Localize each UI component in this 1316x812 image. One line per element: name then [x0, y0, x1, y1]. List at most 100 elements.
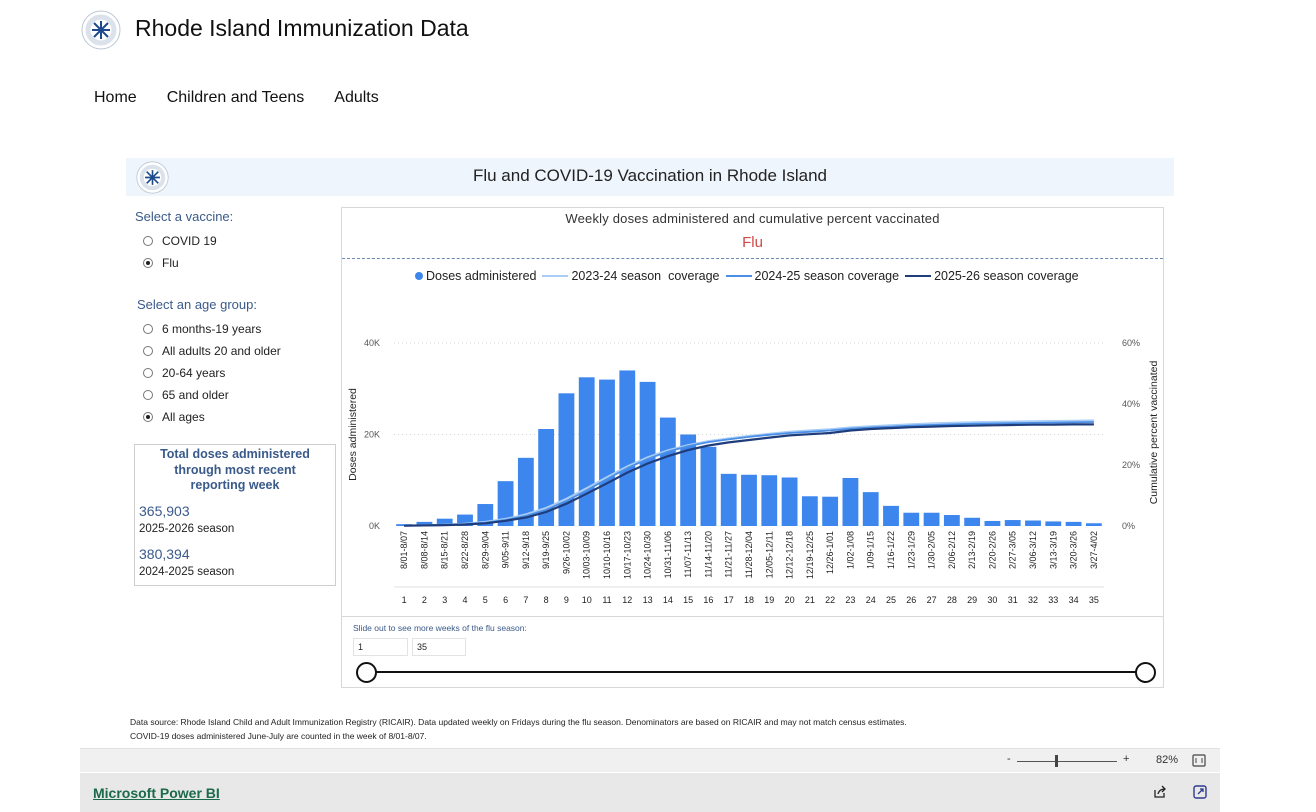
y-axis-title: Doses administered — [347, 388, 359, 481]
week-number-label: 8 — [544, 595, 549, 605]
vaccine-slicer-label: Select a vaccine: — [135, 209, 234, 224]
range-slider-track[interactable] — [366, 671, 1146, 673]
week-number-label: 18 — [744, 595, 754, 605]
nav-children-and-teens[interactable]: Children and Teens — [166, 89, 305, 106]
radio-label: All adults 20 and older — [162, 344, 281, 358]
series-line — [404, 423, 1094, 527]
ri-health-logo — [81, 10, 121, 50]
fit-to-page-icon[interactable] — [1192, 754, 1206, 767]
bar — [659, 417, 676, 526]
week-number-label: 29 — [967, 595, 977, 605]
radio-label: COVID 19 — [162, 234, 217, 248]
card-heading-line3: reporting week — [190, 478, 280, 492]
week-number-label: 7 — [523, 595, 528, 605]
radio-age-6mo-19y[interactable]: 6 months-19 years — [143, 322, 261, 336]
bar — [822, 496, 839, 526]
zoom-level: 82% — [1156, 754, 1179, 766]
range-end-input[interactable]: 35 — [412, 638, 466, 656]
week-number-label: 31 — [1008, 595, 1018, 605]
radio-dot-selected — [143, 412, 153, 422]
legend-item-2025-26[interactable]: 2025-26 season coverage — [905, 269, 1079, 283]
week-number-label: 21 — [805, 595, 815, 605]
bar — [761, 475, 778, 526]
x-tick-label: 8/01-8/07 — [399, 531, 409, 569]
range-start-input[interactable]: 1 — [353, 638, 408, 656]
series-line — [404, 421, 1094, 527]
data-source-footnote: Data source: Rhode Island Child and Adul… — [130, 717, 907, 727]
doses-chart-visual[interactable]: Weekly doses administered and cumulative… — [341, 207, 1164, 687]
x-tick-label: 12/26-1/01 — [825, 531, 835, 574]
nav-adults[interactable]: Adults — [334, 89, 379, 106]
radio-dot — [143, 368, 153, 378]
fullscreen-icon[interactable] — [1192, 784, 1208, 800]
x-tick-label: 11/21-11/27 — [724, 531, 734, 578]
x-tick-label: 9/12-9/18 — [521, 531, 531, 569]
bar — [497, 481, 514, 526]
week-number-label: 33 — [1048, 595, 1058, 605]
zoom-slider-track[interactable] — [1017, 761, 1117, 762]
x-tick-label: 10/31-11/06 — [663, 531, 673, 578]
x-tick-label: 2/27-3/05 — [1008, 531, 1018, 569]
legend-item-2023-24[interactable]: 2023-24 season coverage — [542, 269, 720, 283]
range-slider-start-handle[interactable] — [356, 662, 377, 683]
chart-title: Weekly doses administered and cumulative… — [565, 211, 940, 226]
range-slider-end-handle[interactable] — [1135, 662, 1156, 683]
zoom-in-button[interactable]: + — [1123, 753, 1130, 765]
week-number-label: 10 — [582, 595, 592, 605]
x-tick-label: 8/08-8/14 — [419, 531, 429, 569]
x-tick-label: 9/05-9/11 — [501, 531, 511, 568]
x-tick-label: 3/06-3/12 — [1028, 531, 1038, 569]
chart-plot: 0K 20K 40K 0% 20% 40% 60% Doses administered Cum… — [347, 338, 1160, 605]
bar — [538, 429, 555, 526]
bar — [558, 393, 575, 526]
site-title: Rhode Island Immunization Data — [135, 15, 469, 41]
x-tick-label: 12/12-12/18 — [785, 531, 795, 579]
legend-item-doses[interactable]: Doses administered — [415, 269, 536, 283]
radio-age-20-64[interactable]: 20-64 years — [143, 366, 225, 380]
zoom-slider-handle[interactable] — [1055, 755, 1058, 767]
x-tick-label: 11/07-11/13 — [683, 531, 693, 578]
zoom-out-button[interactable]: - — [1007, 753, 1011, 765]
radio-dot — [143, 236, 153, 246]
x-tick-label: 10/17-10/23 — [622, 531, 632, 579]
radio-vaccine-flu[interactable]: Flu — [143, 256, 179, 270]
x-tick-label: 9/26-10/02 — [561, 531, 571, 574]
chart-subtitle: Flu — [742, 234, 763, 251]
nav-home[interactable]: Home — [94, 89, 137, 106]
bar — [903, 512, 920, 526]
x-tick-label: 1/16-1/22 — [886, 531, 896, 569]
x-tick-label: 8/29-9/04 — [480, 531, 490, 569]
bar — [700, 446, 717, 526]
legend-marker — [725, 275, 752, 277]
week-number-label: 35 — [1089, 595, 1099, 605]
radio-vaccine-covid[interactable]: COVID 19 — [143, 234, 217, 248]
card-heading-line1: Total doses administered — [160, 447, 310, 461]
radio-label: All ages — [162, 410, 205, 424]
radio-label: 6 months-19 years — [162, 322, 262, 336]
x-tick-label: 8/15-8/21 — [440, 531, 450, 569]
x-tick-label: 1/02-1/08 — [845, 531, 855, 569]
x-tick-label: 3/13-3/19 — [1048, 531, 1058, 569]
radio-dot — [143, 324, 153, 334]
legend-item-2024-25[interactable]: 2024-25 season coverage — [725, 269, 899, 283]
week-number-label: 3 — [442, 595, 447, 605]
report-banner: Flu and COVID-19 Vaccination in Rhode Is… — [126, 158, 1174, 196]
bar — [599, 379, 615, 526]
y2-tick-label: 60% — [1122, 338, 1140, 348]
radio-age-65-plus[interactable]: 65 and older — [143, 388, 229, 402]
week-number-label: 1 — [402, 595, 407, 605]
week-number-label: 34 — [1069, 595, 1079, 605]
week-number-label: 25 — [886, 595, 896, 605]
week-number-label: 32 — [1028, 595, 1038, 605]
radio-age-all[interactable]: All ages — [143, 410, 205, 424]
x-tick-label: 1/30-2/05 — [927, 531, 937, 569]
x-tick-label: 10/03-10/09 — [582, 531, 592, 579]
share-icon[interactable] — [1152, 784, 1168, 800]
x-tick-label: 2/13-2/19 — [967, 531, 977, 569]
bar — [923, 512, 940, 526]
slicer-note: Slide out to see more weeks of the flu s… — [353, 623, 527, 633]
bar — [436, 518, 453, 526]
week-number-label: 22 — [825, 595, 835, 605]
radio-age-adults-20-plus[interactable]: All adults 20 and older — [143, 344, 281, 358]
microsoft-power-bi-link[interactable]: Microsoft Power BI — [93, 785, 220, 801]
